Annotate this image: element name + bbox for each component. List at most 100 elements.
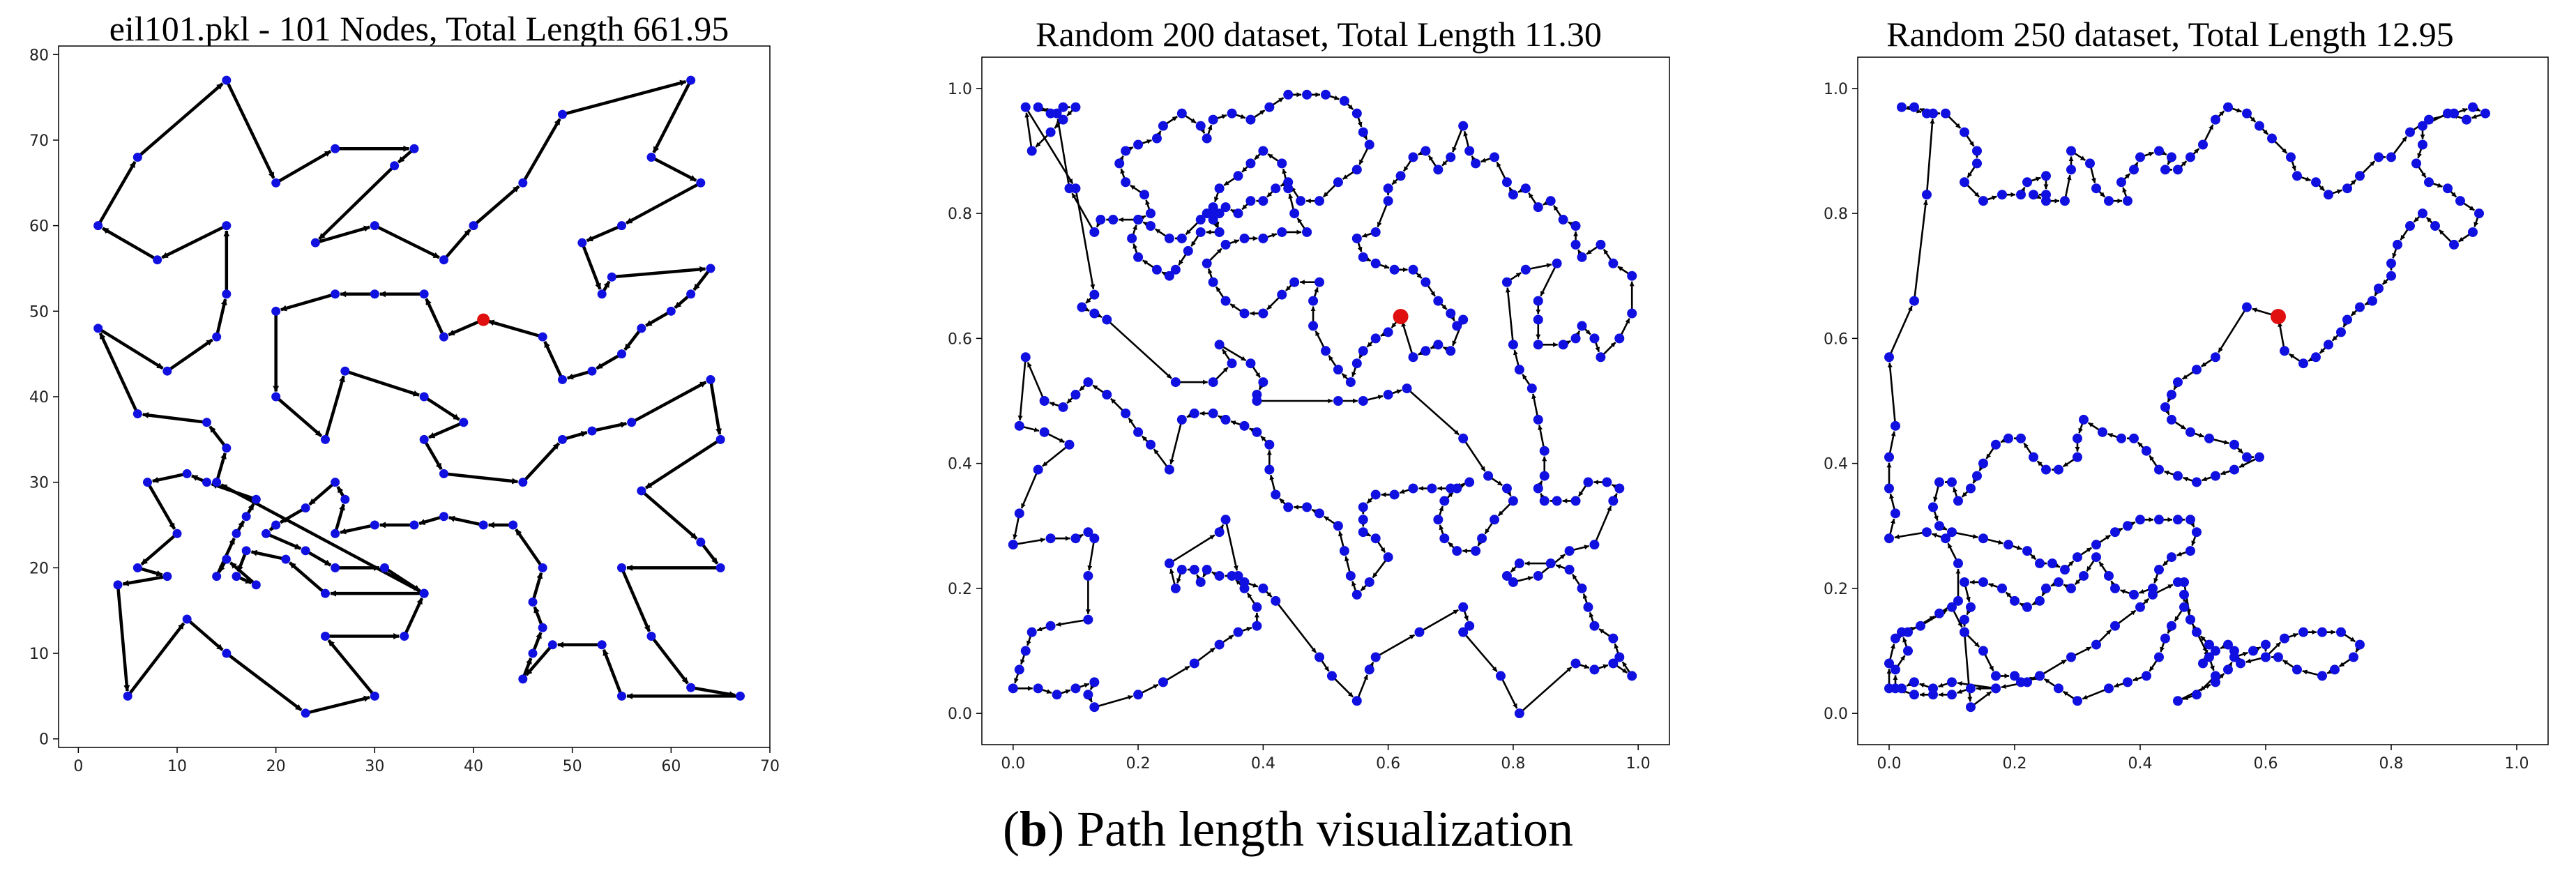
tour-node xyxy=(1189,565,1199,575)
tour-node xyxy=(1302,227,1312,237)
tour-node xyxy=(1501,177,1512,188)
tour-edges xyxy=(96,79,741,715)
tour-node xyxy=(370,221,379,231)
tour-node xyxy=(222,221,232,231)
tour-node xyxy=(2079,414,2089,425)
tour-node xyxy=(1358,252,1368,262)
tour-node xyxy=(1283,89,1294,100)
tour-node xyxy=(1133,139,1144,150)
tour-node xyxy=(1151,133,1162,144)
tour-node xyxy=(1164,271,1174,281)
tour-edge xyxy=(146,481,176,530)
tour-node xyxy=(2261,652,2271,662)
tour-node xyxy=(637,486,646,496)
tour-edge xyxy=(652,79,692,153)
tour-node xyxy=(2091,639,2101,650)
tour-node xyxy=(528,597,538,607)
tour-node xyxy=(1978,646,1988,656)
x-tick-label: 20 xyxy=(266,758,286,775)
tour-node xyxy=(222,554,232,564)
tour-node xyxy=(558,109,567,119)
tour-node xyxy=(2167,552,2176,563)
tour-node xyxy=(2229,439,2239,450)
tour-node xyxy=(2073,552,2082,563)
tour-edge xyxy=(444,472,519,485)
tour-node xyxy=(1151,264,1162,275)
tour-edge xyxy=(2278,321,2286,351)
tour-node xyxy=(380,563,389,572)
x-tick-label: 1.0 xyxy=(1626,755,1651,773)
tour-node xyxy=(1020,352,1031,363)
tour-node xyxy=(1214,183,1225,194)
tour-node xyxy=(1195,227,1206,237)
tour-node xyxy=(2085,158,2095,169)
tour-node xyxy=(1127,233,1137,243)
tour-node xyxy=(617,563,626,572)
tour-node xyxy=(1608,633,1619,644)
y-tick-label: 80 xyxy=(29,47,49,64)
tour-edge xyxy=(442,228,471,261)
tour-node xyxy=(1408,264,1418,275)
tour-node xyxy=(1947,602,1957,612)
tour-edge xyxy=(185,618,224,651)
tour-node xyxy=(2035,595,2045,606)
tour-node xyxy=(706,374,715,384)
tour-node xyxy=(1351,589,1362,600)
tour-node xyxy=(1884,533,1894,544)
tour-node xyxy=(1960,577,1969,587)
tour-edge xyxy=(327,639,377,697)
tour-node xyxy=(1433,515,1444,525)
tour-node xyxy=(1271,183,1281,194)
tour-node xyxy=(1508,340,1518,350)
tour-node xyxy=(2480,108,2490,119)
tour-node xyxy=(2255,452,2264,462)
tour-edge xyxy=(1013,538,1046,546)
start-node xyxy=(2271,308,2286,324)
tour-node xyxy=(1471,158,1481,169)
tour-node xyxy=(2192,477,2202,487)
tour-node xyxy=(1351,233,1362,243)
tour-node xyxy=(2003,540,2013,550)
start-node xyxy=(477,313,490,326)
y-tick-label: 40 xyxy=(29,389,49,406)
tour-node xyxy=(1045,127,1056,137)
tour-node xyxy=(1446,152,1456,162)
tour-node xyxy=(2016,433,2026,443)
tour-node xyxy=(1176,565,1187,575)
tour-node xyxy=(439,469,448,478)
tour-node xyxy=(1960,127,1969,137)
tour-node xyxy=(2280,633,2289,644)
tour-node xyxy=(1477,533,1487,544)
tour-node xyxy=(686,289,696,299)
tour-node xyxy=(2443,183,2453,194)
tour-node xyxy=(1533,296,1543,306)
tour-edge xyxy=(644,438,722,489)
tour-node xyxy=(1252,621,1262,631)
tour-node xyxy=(1966,483,1976,494)
x-tick-label: 0.8 xyxy=(1501,755,1525,773)
tour-node xyxy=(2242,302,2252,312)
tour-node xyxy=(2411,158,2421,169)
tour-node xyxy=(2330,664,2340,675)
tour-node xyxy=(1433,296,1444,306)
tour-node xyxy=(2405,221,2415,231)
tour-node xyxy=(1089,289,1100,300)
tour-node xyxy=(1570,658,1581,669)
tour-node xyxy=(1045,621,1056,631)
tour-edge xyxy=(305,695,370,715)
tour-edge xyxy=(620,567,651,632)
tour-node xyxy=(1033,683,1043,694)
tour-node xyxy=(2060,565,2070,575)
tour-node xyxy=(1333,365,1343,375)
tour-edge xyxy=(136,82,224,159)
y-tick-label: 0 xyxy=(39,731,49,749)
tour-node xyxy=(1358,515,1368,525)
tour-edge xyxy=(1087,538,1096,571)
tour-node xyxy=(715,563,725,572)
tour-node xyxy=(2324,190,2333,200)
tour-edge xyxy=(1218,344,1247,362)
tour-node xyxy=(1614,652,1625,662)
tour-node xyxy=(1953,595,1963,606)
tour-node xyxy=(2386,258,2396,268)
tour-node xyxy=(2135,602,2145,612)
